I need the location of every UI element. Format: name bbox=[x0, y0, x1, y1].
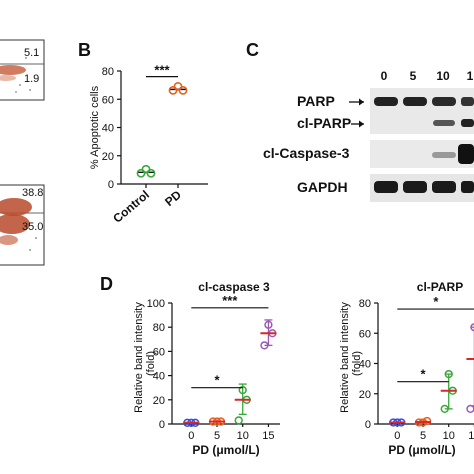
significance-label: *** bbox=[222, 293, 238, 308]
y-axis-label: Relative band intensity bbox=[339, 302, 351, 413]
data-point bbox=[260, 341, 269, 350]
y-tick-label: 80 bbox=[102, 66, 114, 78]
y-tick-label: 0 bbox=[159, 419, 165, 431]
y-tick-label: 20 bbox=[153, 395, 165, 407]
y-tick-label: 20 bbox=[359, 389, 371, 401]
x-tick-label: 10 bbox=[237, 430, 249, 442]
y-axis-label: (fold) bbox=[351, 351, 363, 376]
y-axis-label: % Apoptotic cells bbox=[89, 85, 101, 169]
panel-c: C 0 5 10 1 PARP cl-PARP cl-Caspase-3 GAP… bbox=[246, 40, 474, 202]
panel-letter: D bbox=[100, 274, 113, 294]
y-tick-label: 80 bbox=[153, 322, 165, 334]
y-tick-label: 60 bbox=[153, 346, 165, 358]
x-axis-label: PD (μmol/L) bbox=[388, 443, 455, 457]
x-tick-label: 15 bbox=[262, 430, 274, 442]
quadrant-value: 35.0 bbox=[22, 221, 43, 233]
lane-label: 1 bbox=[467, 69, 474, 83]
x-tick-label: 0 bbox=[188, 430, 194, 442]
blot-row-label: cl-Caspase-3 bbox=[263, 145, 350, 161]
data-point bbox=[444, 369, 453, 379]
quadrant-value: 1.9 bbox=[24, 73, 39, 85]
chart-title: cl-caspase 3 bbox=[198, 280, 270, 294]
y-tick-label: 40 bbox=[102, 123, 114, 135]
y-tick-label: 0 bbox=[108, 179, 114, 191]
lane-label: 0 bbox=[381, 69, 388, 83]
x-tick-label: PD bbox=[162, 187, 184, 209]
quadrant-value: 38.8 bbox=[22, 187, 43, 199]
chart-apoptotic-cells: 0 20 40 60 80% Apoptotic cells Control PD *** bbox=[89, 63, 208, 226]
significance-label: *** bbox=[154, 63, 170, 78]
flow-plot-pd: 38.8 35.0 bbox=[0, 184, 45, 266]
x-axis-label: PD (μmol/L) bbox=[192, 443, 259, 457]
y-tick-label: 80 bbox=[359, 298, 371, 310]
y-axis-label: (fold) bbox=[145, 351, 157, 376]
data-point bbox=[440, 404, 449, 414]
quadrant-value: 5.1 bbox=[24, 47, 39, 59]
y-axis-label: Relative band intensity bbox=[133, 302, 145, 413]
y-tick-label: 60 bbox=[102, 94, 114, 106]
x-tick-label: 5 bbox=[214, 430, 220, 442]
x-tick-label: 5 bbox=[420, 430, 426, 442]
y-tick-label: 40 bbox=[359, 359, 371, 371]
x-tick-label: 0 bbox=[394, 430, 400, 442]
significance-label: * bbox=[420, 367, 426, 382]
blot-strip-cl-caspase-3 bbox=[370, 140, 474, 168]
y-tick-label: 100 bbox=[147, 298, 165, 310]
data-point bbox=[264, 320, 273, 329]
y-tick-label: 20 bbox=[102, 151, 114, 163]
panel-letter: C bbox=[246, 40, 259, 60]
blot-row-label: PARP bbox=[297, 93, 335, 109]
blot-row-label: GAPDH bbox=[297, 179, 348, 195]
data-point bbox=[178, 85, 188, 95]
y-tick-label: 60 bbox=[359, 328, 371, 340]
blot-strip-parp-cl-parp bbox=[370, 88, 474, 134]
chart-title: cl-PARP bbox=[417, 280, 463, 294]
data-point bbox=[470, 323, 474, 332]
arrow-icon bbox=[351, 120, 364, 128]
x-tick-label: 15 bbox=[468, 430, 474, 442]
x-tick-label: 10 bbox=[443, 430, 455, 442]
y-tick-label: 40 bbox=[153, 371, 165, 383]
lane-label: 5 bbox=[410, 69, 417, 83]
blot-row-label: cl-PARP bbox=[297, 115, 351, 131]
arrow-icon bbox=[349, 98, 364, 106]
data-point bbox=[422, 416, 432, 426]
significance-label: * bbox=[433, 294, 439, 309]
significance-label: * bbox=[214, 373, 220, 388]
panel-letter: B bbox=[78, 40, 91, 60]
panel-a-flow-plots: 5.1 1.9 38.8 35.0 bbox=[0, 39, 45, 266]
lane-label: 10 bbox=[436, 69, 450, 83]
chart-cl-parp: cl-PARP 0 20 40 60 80 Relative band intensity(… bbox=[339, 280, 474, 457]
y-tick-label: 0 bbox=[365, 419, 371, 431]
panel-b: B 0 20 40 60 80% Apoptotic cells Control PD *** bbox=[78, 40, 208, 226]
x-tick-label: Control bbox=[110, 188, 152, 226]
data-point bbox=[146, 168, 156, 178]
data-point bbox=[238, 385, 247, 395]
blot-strip-gapdh bbox=[370, 174, 474, 202]
data-point bbox=[234, 416, 243, 425]
flow-plot-control: 5.1 1.9 bbox=[0, 39, 45, 101]
